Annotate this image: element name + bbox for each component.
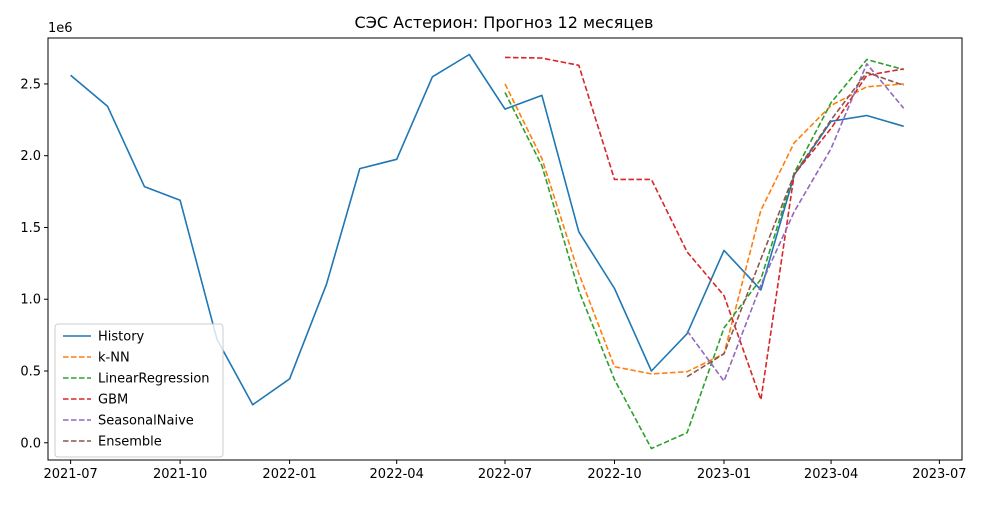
y-tick-label-4: 2.0	[20, 149, 41, 164]
x-tick-label-7: 2023-04	[804, 467, 858, 482]
series-line-k-nn	[505, 84, 904, 374]
legend-gbm-label: GBM	[98, 393, 128, 408]
y-tick-label-3: 1.5	[20, 221, 41, 236]
series-line-seasonalnaive	[687, 64, 904, 381]
x-tick-label-3: 2022-04	[370, 467, 424, 482]
x-tick-label-8: 2023-07	[912, 467, 966, 482]
x-axis: 2021-07 2021-10 2022-01 2022-04 2022-07 2022-…	[43, 460, 966, 482]
legend: History k-NN LinearRegression GBM SeasonalNa…	[55, 324, 223, 457]
x-tick-label-6: 2023-01	[697, 467, 751, 482]
legend-k-nn-label: k-NN	[98, 351, 130, 366]
x-tick-label-5: 2022-10	[587, 467, 641, 482]
y-axis: 0.0 0.5 1.0 1.5 2.0 2.5	[20, 77, 48, 451]
chart-title: СЭС Астерион: Прогноз 12 месяцев	[355, 13, 654, 32]
legend-linearregression-label: LinearRegression	[98, 372, 210, 387]
x-tick-label-0: 2021-07	[43, 467, 97, 482]
legend-ensemble-label: Ensemble	[98, 435, 162, 450]
y-tick-label-0: 0.0	[20, 436, 41, 451]
y-tick-label-1: 0.5	[20, 365, 41, 380]
legend-seasonalnaive-label: SeasonalNaive	[98, 414, 194, 429]
series-line-ensemble	[687, 72, 904, 376]
y-tick-label-2: 1.0	[20, 293, 41, 308]
y-offset-label: 1e6	[48, 21, 73, 36]
legend-history-label: History	[98, 330, 145, 345]
y-tick-label-5: 2.5	[20, 77, 41, 92]
x-tick-label-1: 2021-10	[153, 467, 207, 482]
x-tick-label-2: 2022-01	[262, 467, 316, 482]
x-tick-label-4: 2022-07	[478, 467, 532, 482]
